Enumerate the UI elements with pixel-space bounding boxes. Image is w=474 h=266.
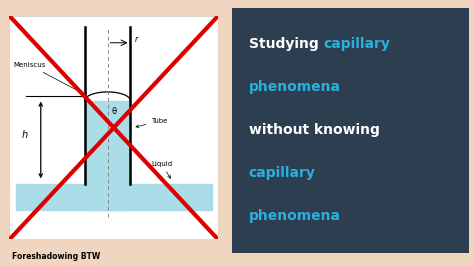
Text: capillary: capillary xyxy=(323,37,391,51)
Text: h: h xyxy=(22,130,28,140)
Text: Studying: Studying xyxy=(249,37,323,51)
Text: θ: θ xyxy=(112,107,117,116)
Text: phenomena: phenomena xyxy=(249,80,341,94)
Text: r: r xyxy=(135,35,138,44)
Text: without knowing: without knowing xyxy=(249,123,380,137)
Text: Liquid: Liquid xyxy=(151,161,173,178)
Text: Foreshadowing BTW: Foreshadowing BTW xyxy=(12,252,100,261)
Text: Tube: Tube xyxy=(136,118,168,128)
Text: Meniscus: Meniscus xyxy=(14,62,83,94)
FancyBboxPatch shape xyxy=(216,0,474,266)
FancyBboxPatch shape xyxy=(9,16,218,239)
Text: phenomena: phenomena xyxy=(249,209,341,223)
Text: capillary: capillary xyxy=(249,166,316,180)
